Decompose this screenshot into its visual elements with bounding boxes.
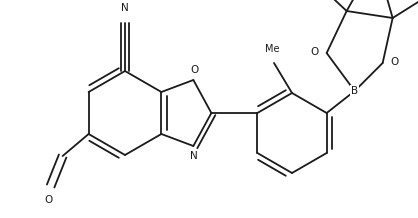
- Text: O: O: [44, 195, 53, 205]
- Text: N: N: [191, 151, 198, 161]
- Text: N: N: [121, 3, 129, 13]
- Text: Me: Me: [265, 44, 279, 54]
- Text: B: B: [351, 86, 358, 96]
- Text: O: O: [190, 65, 199, 75]
- Text: O: O: [311, 47, 319, 57]
- Text: O: O: [391, 57, 399, 67]
